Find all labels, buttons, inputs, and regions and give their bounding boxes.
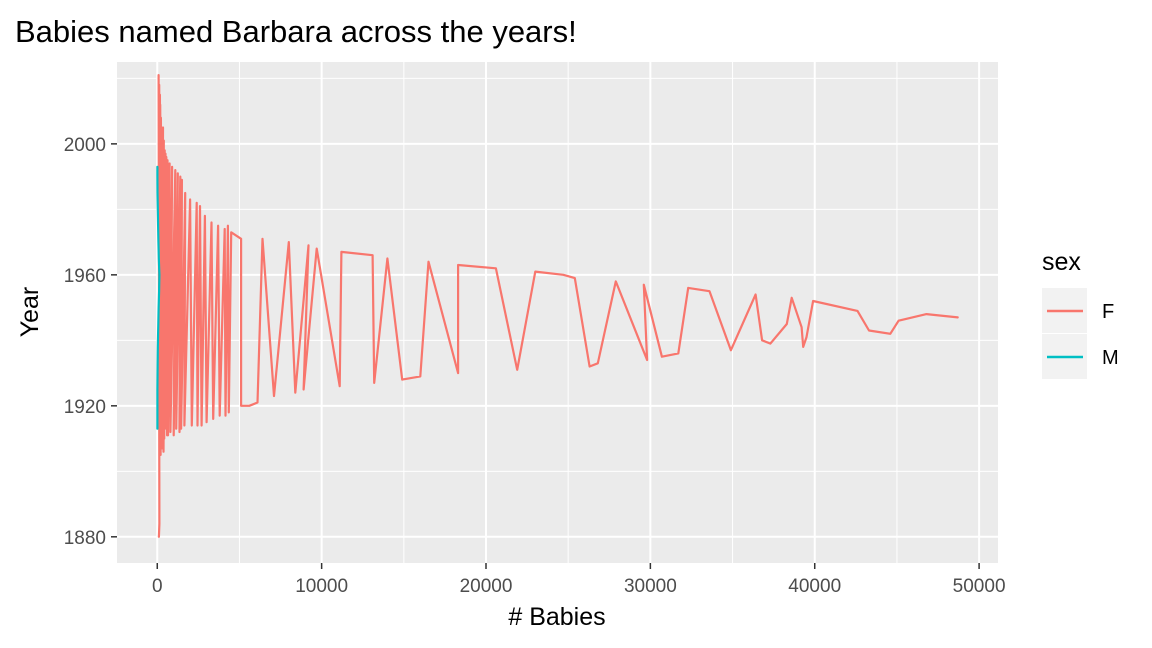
y-tick-label: 1960 <box>64 266 106 287</box>
legend-label-f: F <box>1102 301 1114 323</box>
y-tick-label: 2000 <box>64 135 106 156</box>
x-axis-title: # Babies <box>508 603 605 631</box>
legend-label-m: M <box>1102 347 1119 369</box>
series-layer <box>156 73 959 538</box>
plot-panel <box>117 62 998 563</box>
legend-title: sex <box>1042 248 1081 276</box>
legend-entry-f: F <box>1042 288 1114 333</box>
x-tick-label: 40000 <box>788 576 841 597</box>
y-axis: 1880 1920 1960 2000 <box>64 135 117 549</box>
chart-title: Babies named Barbara across the years! <box>15 14 577 49</box>
y-tick-label: 1920 <box>64 397 106 418</box>
x-tick-label: 30000 <box>624 576 677 597</box>
grid-minor <box>117 62 998 563</box>
x-tick-label: 0 <box>152 576 163 597</box>
x-tick-label: 10000 <box>295 576 348 597</box>
x-tick-label: 50000 <box>953 576 1006 597</box>
y-axis-title: Year <box>16 287 44 338</box>
x-axis: 0 10000 20000 30000 40000 50000 <box>152 563 1006 597</box>
x-tick-label: 20000 <box>460 576 513 597</box>
legend-entry-m: M <box>1042 334 1119 379</box>
legend: sex F M <box>1042 248 1119 379</box>
y-tick-label: 1880 <box>64 528 106 549</box>
series-line-m <box>156 165 161 430</box>
series-line-f <box>157 73 959 538</box>
